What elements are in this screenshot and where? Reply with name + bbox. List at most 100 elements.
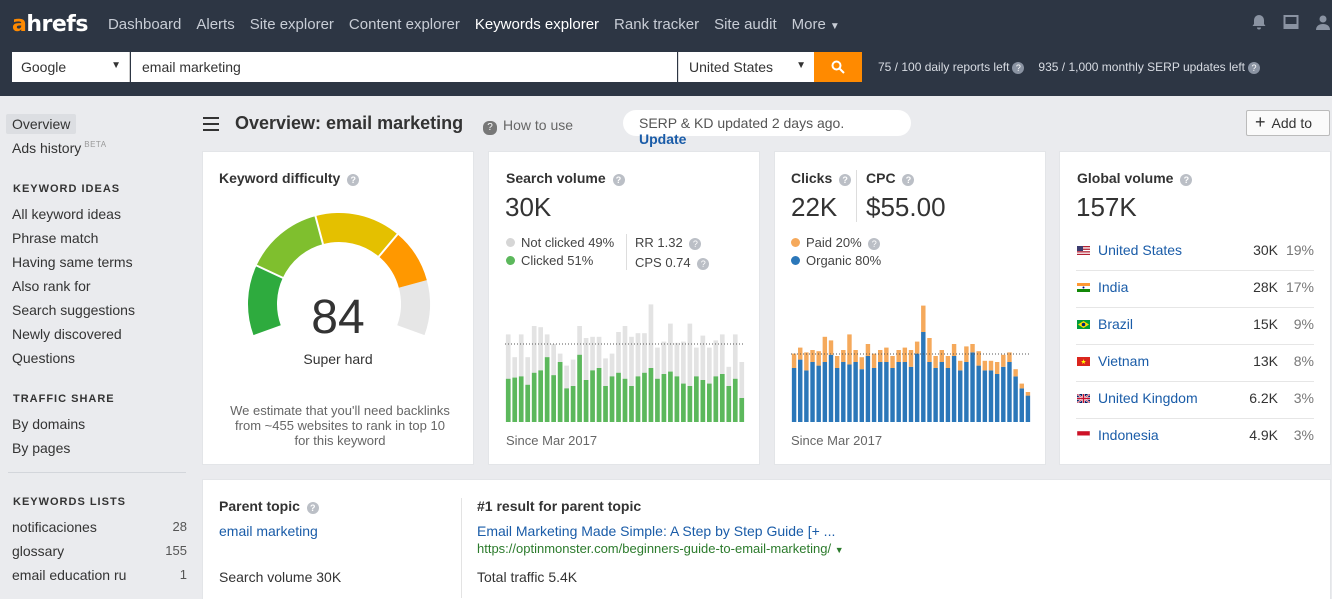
- sidebar-item-phrase-match[interactable]: Phrase match: [12, 230, 99, 246]
- sidebar-item-ads-history[interactable]: Ads history BETA: [12, 140, 107, 156]
- bar-organic: [958, 370, 963, 422]
- menu-icon[interactable]: [203, 117, 219, 135]
- help-icon[interactable]: ?: [1180, 174, 1193, 186]
- help-icon[interactable]: ?: [347, 174, 360, 186]
- difficulty-score: 84: [311, 291, 365, 344]
- country-select[interactable]: United States ▼: [678, 52, 814, 82]
- add-to-button[interactable]: + Add to: [1246, 110, 1330, 136]
- keyword-difficulty-card: Keyword difficulty ? 84 Super hard We es…: [202, 151, 474, 465]
- bar-clicked: [661, 374, 667, 422]
- description-line: We estimate that you'll need backlinks: [230, 403, 450, 418]
- bar-not-clicked: [648, 304, 654, 422]
- bar-not-clicked: [681, 341, 686, 422]
- nav-site-explorer[interactable]: Site explorer: [249, 15, 334, 33]
- country-volume: 28K: [1253, 279, 1278, 295]
- bar-paid: [822, 336, 828, 362]
- bar-clicked: [577, 354, 582, 422]
- sidebar-item-overview[interactable]: Overview: [6, 114, 77, 134]
- country-link[interactable]: United Kingdom: [1098, 390, 1198, 406]
- list-count: 28: [172, 519, 187, 534]
- search-engine-value: Google: [21, 59, 67, 75]
- list-item[interactable]: notificaciones 28: [12, 519, 187, 535]
- help-icon[interactable]: ?: [1012, 62, 1025, 74]
- search-engine-select[interactable]: Google ▼: [12, 52, 130, 82]
- bar-clicked: [525, 384, 531, 422]
- country-link[interactable]: Vietnam: [1098, 353, 1150, 369]
- bar-organic: [951, 356, 957, 422]
- bar-organic: [976, 365, 981, 422]
- gauge-segment: [378, 234, 427, 288]
- sidebar-item-search-suggestions[interactable]: Search suggestions: [12, 302, 135, 318]
- top-result-url[interactable]: https://optinmonster.com/beginners-guide…: [477, 541, 844, 556]
- update-link[interactable]: Update: [639, 131, 687, 147]
- sidebar-item-by-domains[interactable]: By domains: [12, 416, 86, 432]
- list-item[interactable]: email education ru 1: [12, 567, 187, 583]
- how-to-use-link[interactable]: ? How to use: [480, 117, 573, 135]
- sidebar-item-all-keyword-ideas[interactable]: All keyword ideas: [12, 206, 121, 222]
- help-icon[interactable]: ?: [689, 238, 702, 250]
- sidebar-item-also-rank-for[interactable]: Also rank for: [12, 278, 91, 294]
- bar-paid: [1007, 352, 1012, 362]
- nav-alerts[interactable]: Alerts: [196, 15, 235, 33]
- daily-reports-text: 75 / 100 daily reports left: [878, 60, 1010, 74]
- country-link[interactable]: Indonesia: [1098, 427, 1159, 443]
- help-icon[interactable]: ?: [612, 174, 625, 186]
- sidebar-item-questions[interactable]: Questions: [12, 350, 76, 366]
- help-icon[interactable]: ?: [1248, 62, 1260, 74]
- help-icon[interactable]: ?: [868, 238, 881, 250]
- list-item[interactable]: glossary 155: [12, 543, 187, 559]
- bar-organic: [1019, 388, 1024, 422]
- bar-clicked: [551, 375, 556, 422]
- bar-clicked: [687, 386, 693, 422]
- bar-clicked: [544, 357, 550, 422]
- legend-paid: Paid 20% ?: [791, 235, 881, 250]
- country-percent: 8%: [1293, 353, 1314, 369]
- country-link[interactable]: United States: [1098, 242, 1183, 258]
- bar-paid: [951, 344, 957, 356]
- sidebar-item-having-same-terms[interactable]: Having same terms: [12, 254, 133, 270]
- nav-rank-tracker[interactable]: Rank tracker: [614, 15, 700, 33]
- parent-topic-link[interactable]: email marketing: [219, 523, 318, 539]
- keyword-input[interactable]: email marketing: [131, 52, 677, 82]
- search-volume-title: Search volume ?: [506, 170, 625, 186]
- sidebar-item-by-pages[interactable]: By pages: [12, 440, 71, 456]
- top-result-link[interactable]: Email Marketing Made Simple: A Step by S…: [477, 523, 836, 539]
- country-value: United States: [689, 59, 774, 75]
- legend-label: Organic 80%: [806, 253, 882, 268]
- bar-organic: [884, 362, 889, 422]
- plus-icon: +: [1255, 112, 1266, 132]
- nav-dashboard[interactable]: Dashboard: [107, 15, 182, 33]
- user-icon[interactable]: [1314, 14, 1332, 35]
- country-link[interactable]: Brazil: [1098, 316, 1134, 332]
- nav-keywords-explorer[interactable]: Keywords explorer: [474, 15, 600, 33]
- help-icon[interactable]: ?: [902, 174, 915, 186]
- help-icon[interactable]: ?: [839, 174, 852, 186]
- bar-paid: [1019, 383, 1024, 389]
- bar-paid: [964, 346, 969, 362]
- caret-down-icon: ▼: [796, 60, 806, 71]
- search-button[interactable]: [814, 52, 862, 82]
- sidebar-item-newly-discovered[interactable]: Newly discovered: [12, 326, 122, 342]
- add-to-label: Add to: [1271, 115, 1312, 131]
- help-icon[interactable]: ?: [697, 258, 710, 270]
- nav-site-audit[interactable]: Site audit: [714, 15, 777, 33]
- bar-clicked: [648, 368, 654, 422]
- bar-paid: [804, 352, 809, 371]
- search-volume-chart: [505, 304, 745, 422]
- window-icon[interactable]: [1282, 14, 1300, 35]
- bell-icon[interactable]: [1250, 14, 1268, 35]
- rr-metric: RR 1.32 ?: [635, 235, 702, 250]
- sidebar-divider: [8, 472, 186, 473]
- ahrefs-logo[interactable]: ahrefs: [12, 11, 88, 37]
- difficulty-description: We estimate that you'll need backlinks f…: [223, 403, 457, 448]
- parent-topic-card: Parent topic ? email marketing Search vo…: [202, 479, 1331, 599]
- country-percent: 3%: [1293, 427, 1314, 443]
- help-icon[interactable]: ?: [306, 502, 319, 514]
- serp-updates-limit: 935 / 1,000 monthly SERP updates left?: [1038, 60, 1260, 74]
- bar-paid: [902, 347, 908, 362]
- nav-content-explorer[interactable]: Content explorer: [348, 15, 460, 33]
- difficulty-label: Super hard: [303, 351, 373, 367]
- sidebar-item-label: Ads history: [12, 140, 82, 156]
- nav-more[interactable]: More ▼: [792, 16, 840, 33]
- country-link[interactable]: India: [1098, 279, 1129, 295]
